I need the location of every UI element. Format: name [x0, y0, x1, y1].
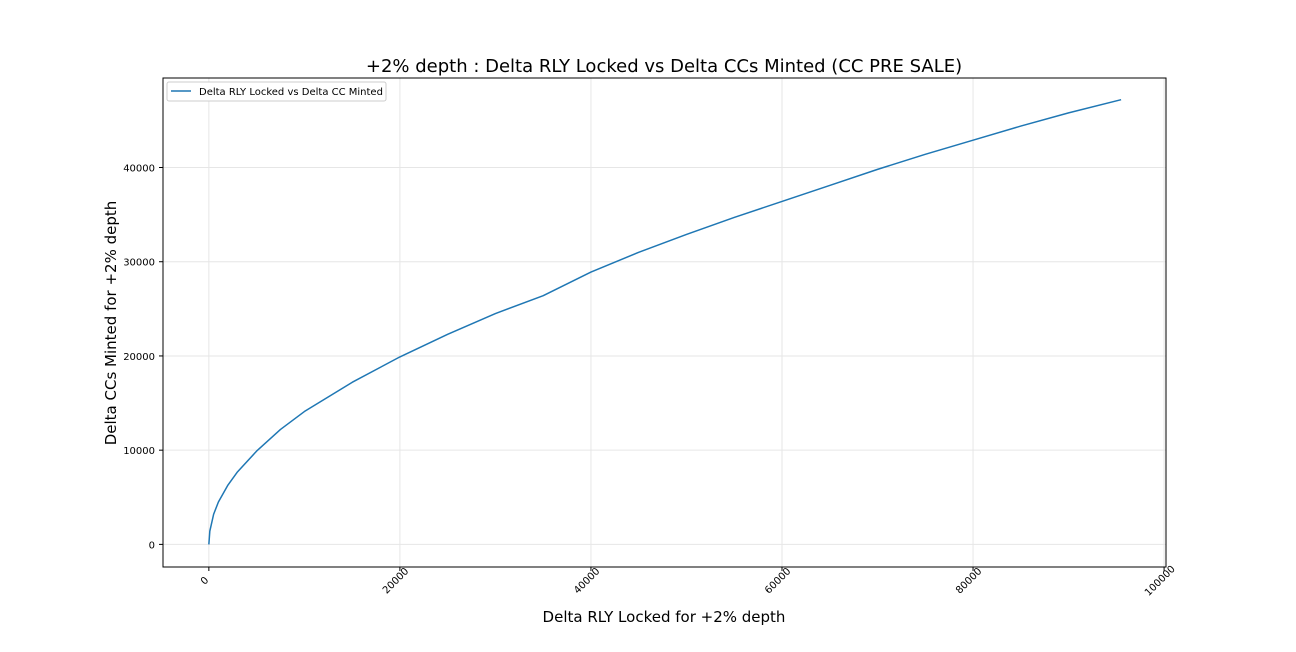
series-layer	[208, 98, 1122, 545]
y-tick-label: 40000	[123, 164, 155, 175]
y-axis-label: Delta CCs Minted for +2% depth	[102, 201, 120, 446]
legend-box	[166, 81, 387, 102]
plot-frame	[162, 77, 1167, 568]
legend: Delta RLY Locked vs Delta CC Minted	[166, 81, 387, 102]
series-line-0	[208, 98, 1122, 545]
y-axis-ticks: 0 10000 20000 30000 40000	[123, 164, 163, 551]
y-tick-label: 10000	[123, 446, 155, 457]
legend-label: Delta RLY Locked vs Delta CC Minted	[199, 87, 383, 98]
chart-title: +2% depth : Delta RLY Locked vs Delta CC…	[366, 56, 962, 77]
y-tick-label: 30000	[123, 258, 155, 269]
x-axis-label: Delta RLY Locked for +2% depth	[543, 608, 786, 626]
grid-lines	[163, 78, 1166, 567]
y-tick-label: 20000	[123, 352, 155, 363]
y-tick-label: 0	[149, 540, 155, 551]
